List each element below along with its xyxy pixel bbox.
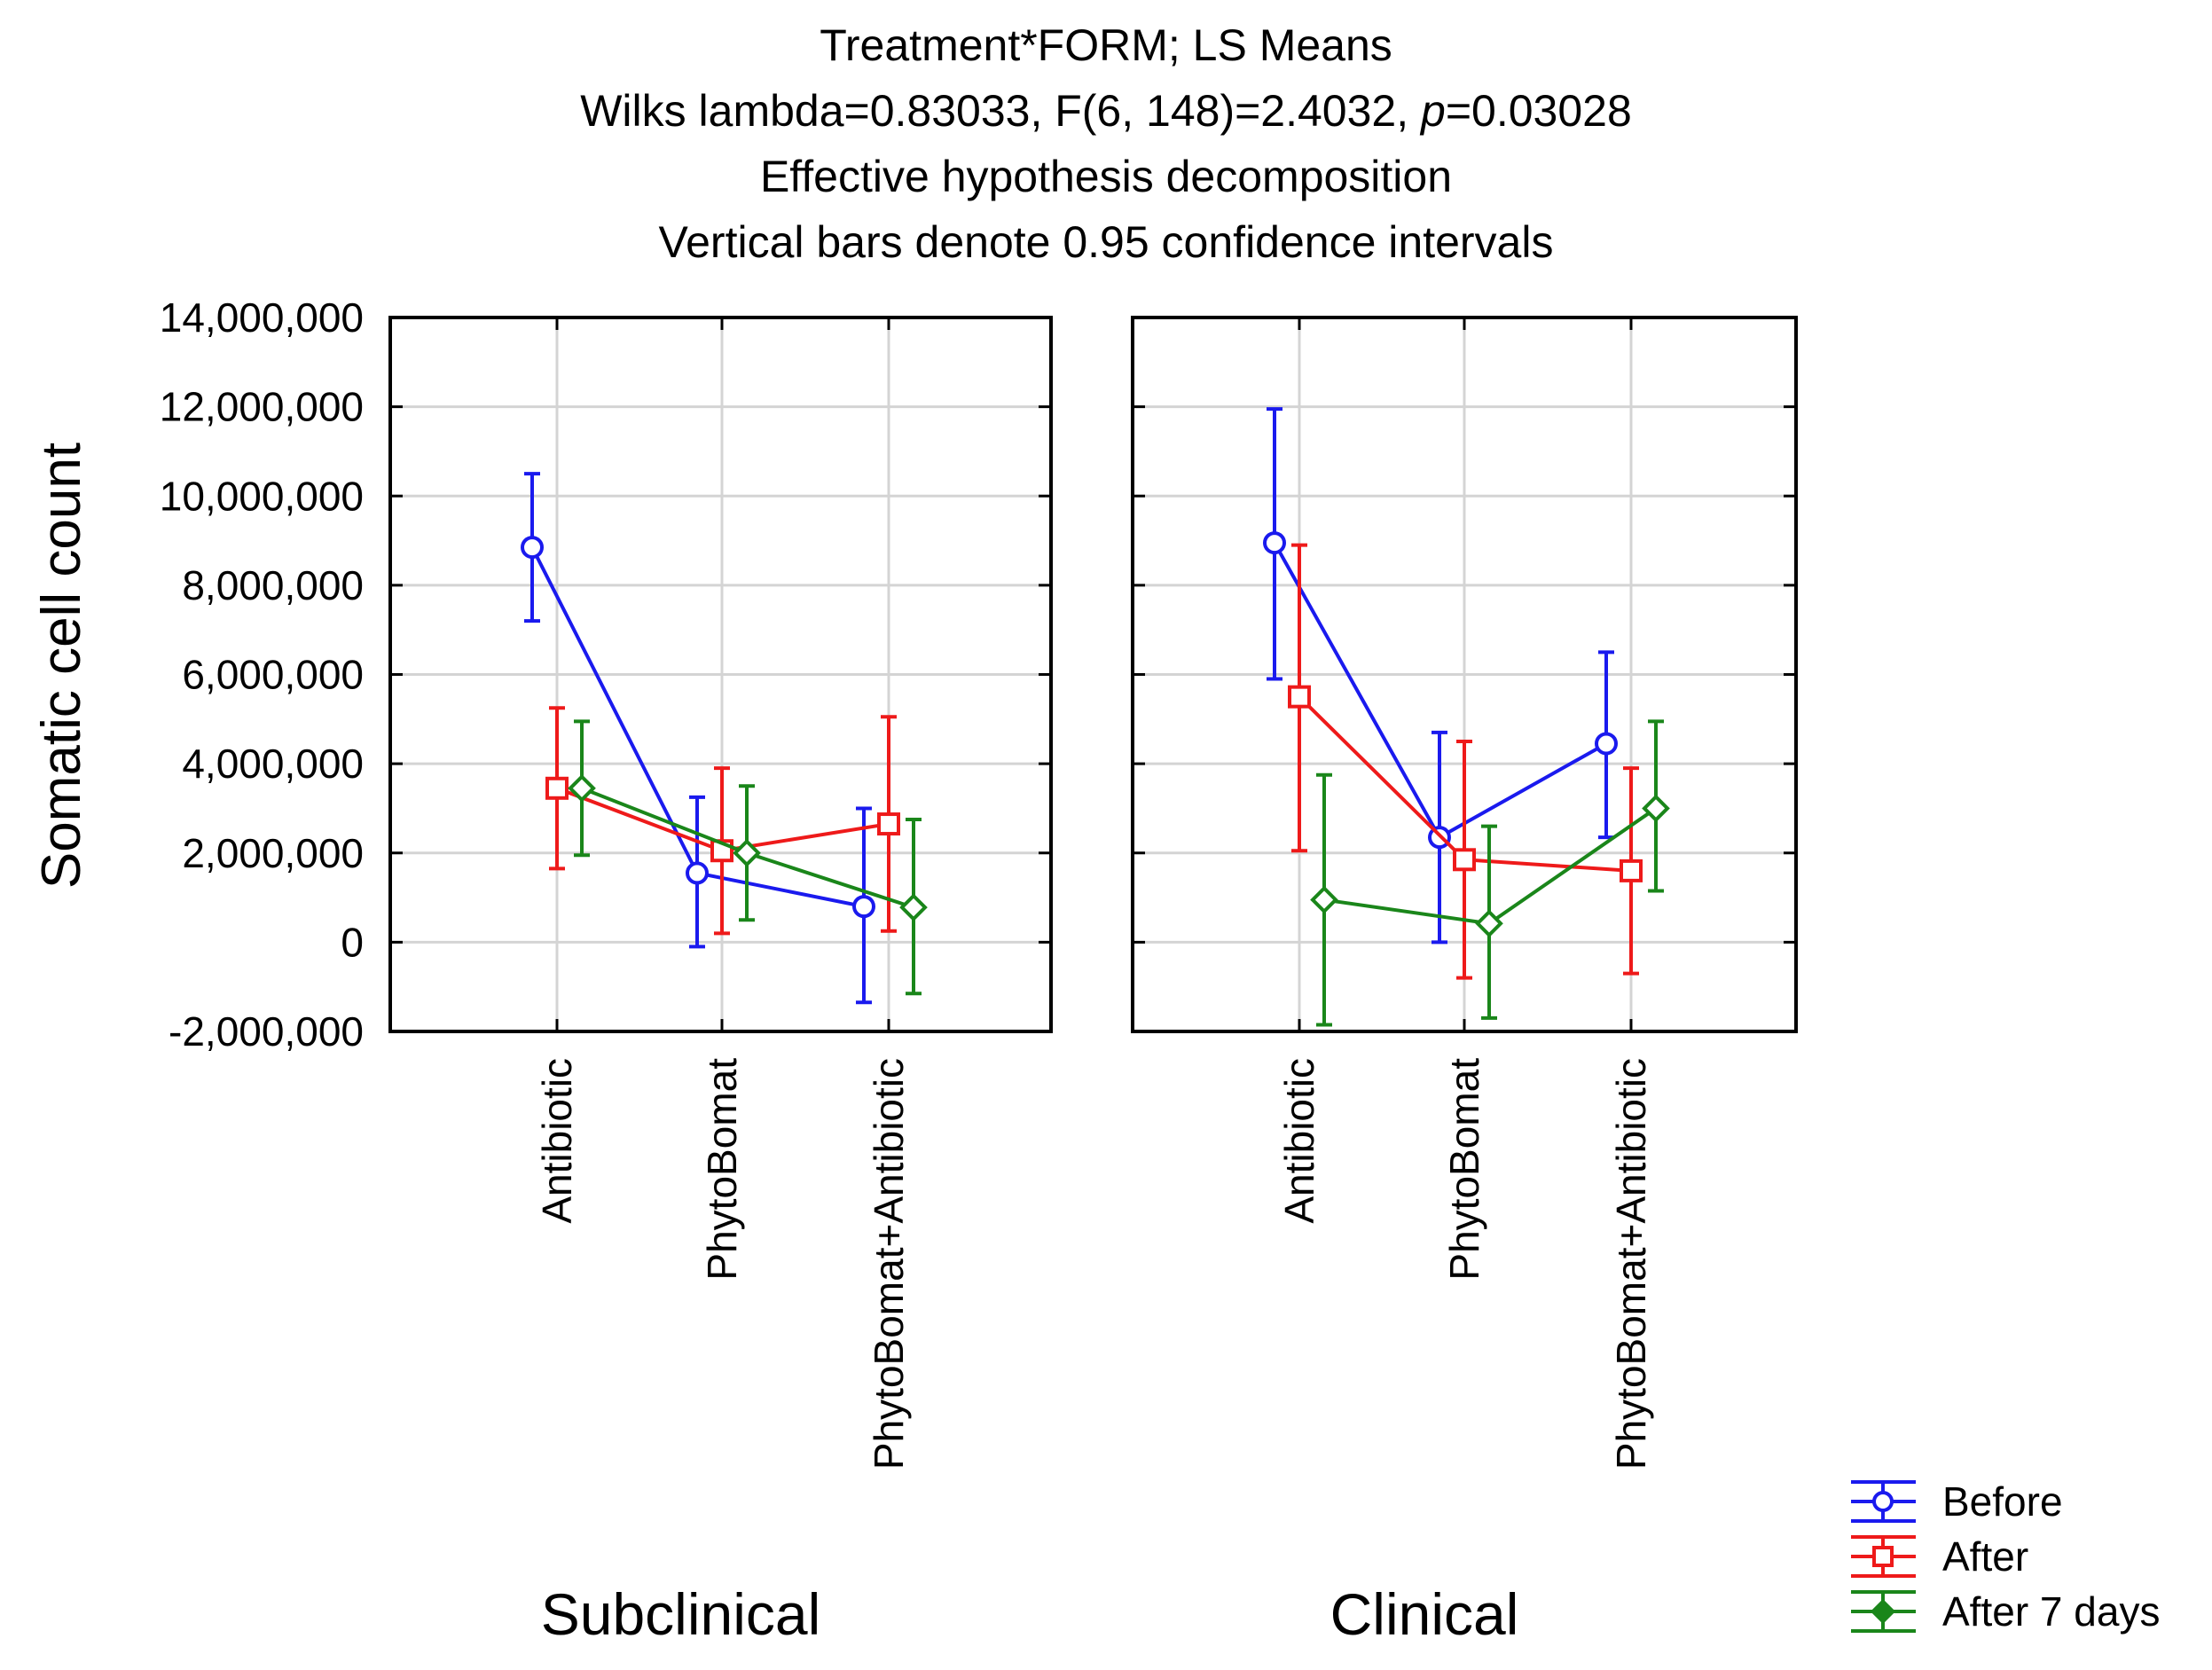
stats-p-symbol: p	[1421, 86, 1446, 136]
y-tick-label: 4,000,000	[182, 741, 364, 787]
data-point-circle	[686, 861, 709, 885]
panel-label: Clinical	[1330, 1581, 1519, 1647]
chart-title: Treatment*FORM; LS Means	[820, 20, 1392, 70]
y-tick-label: 0	[341, 919, 364, 965]
x-category-label: PhytoBomat	[1441, 1058, 1487, 1281]
panel-label: Subclinical	[541, 1581, 821, 1647]
data-point-diamond	[733, 838, 761, 867]
stats-prefix: Wilks lambda=0.83033, F(6, 148)=2.4032,	[580, 86, 1422, 136]
chart-title-block: Treatment*FORM; LS Means Wilks lambda=0.…	[0, 12, 2212, 275]
x-category-label: Antibiotic	[534, 1058, 580, 1224]
y-tick-label: 6,000,000	[182, 652, 364, 698]
data-point-diamond	[899, 893, 928, 921]
x-category-label: PhytoBomat+Antibiotic	[1608, 1058, 1654, 1470]
legend-label: Before	[1942, 1478, 2063, 1525]
data-point-square	[1288, 685, 1311, 709]
series-after-7-days	[1310, 719, 1670, 1027]
y-tick-label: 12,000,000	[160, 384, 364, 430]
legend-marker-diamond	[1870, 1598, 1896, 1625]
chart-subtitle-3: Vertical bars denote 0.95 confidence int…	[658, 217, 1554, 267]
legend-label: After	[1942, 1533, 2028, 1580]
series-after	[1288, 543, 1643, 980]
legend-marker-circle	[1872, 1491, 1894, 1512]
data-point-square	[1453, 848, 1476, 872]
data-point-circle	[1595, 732, 1618, 756]
data-point-diamond	[1475, 909, 1503, 938]
y-tick-label: 2,000,000	[182, 830, 364, 876]
y-tick-label: -2,000,000	[169, 1008, 364, 1055]
data-point-square	[877, 812, 900, 836]
panel-clinical	[1131, 316, 1798, 1033]
panel-subclinical	[388, 316, 1053, 1033]
data-point-diamond	[1310, 885, 1338, 914]
x-category-label: PhytoBomat	[699, 1058, 745, 1281]
series-before	[521, 472, 875, 1005]
y-tick-label: 14,000,000	[160, 294, 364, 341]
legend	[1851, 1480, 1916, 1633]
y-tick-label: 8,000,000	[182, 562, 364, 608]
legend-marker-square	[1872, 1546, 1894, 1567]
data-point-circle	[1263, 531, 1286, 555]
legend-label: After 7 days	[1942, 1588, 2160, 1635]
y-tick-label: 10,000,000	[160, 473, 364, 519]
data-point-diamond	[1642, 794, 1670, 823]
chart-subtitle-stats: Wilks lambda=0.83033, F(6, 148)=2.4032, …	[0, 78, 2212, 144]
data-point-circle	[521, 536, 544, 560]
series-after-7-days	[568, 719, 928, 996]
plot-frame	[1131, 316, 1798, 1033]
data-point-diamond	[568, 773, 596, 803]
plot-frame	[388, 316, 1053, 1033]
stats-suffix: =0.03028	[1445, 86, 1632, 136]
data-point-circle	[852, 895, 875, 919]
x-category-label: Antibiotic	[1276, 1058, 1322, 1224]
x-category-label: PhytoBomat+Antibiotic	[866, 1058, 912, 1470]
data-point-square	[545, 776, 569, 800]
series-after	[545, 706, 900, 936]
chart-subtitle-2: Effective hypothesis decomposition	[759, 152, 1453, 201]
data-point-square	[1620, 859, 1643, 882]
y-axis-label: Somatic cell count	[31, 443, 92, 889]
